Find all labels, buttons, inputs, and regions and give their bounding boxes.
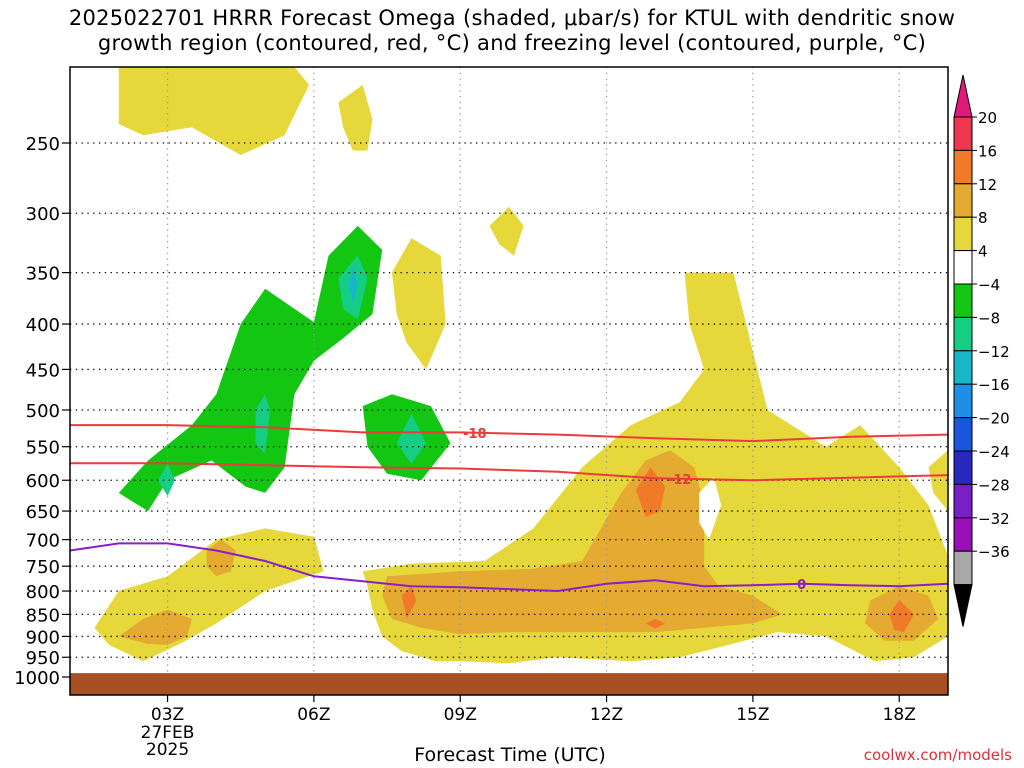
y-tick-label-300: 300	[26, 204, 60, 225]
omega-region-9	[206, 539, 236, 577]
y-tick-label-850: 850	[26, 605, 60, 626]
y-tick-label-350: 350	[26, 264, 60, 285]
x-tick-label-06Z: 06Z	[297, 705, 330, 725]
y-tick-label-900: 900	[26, 627, 60, 648]
colorbar-swatch-10	[953, 450, 973, 485]
y-tick-label-250: 250	[26, 134, 60, 155]
colorbar-swatch-9	[953, 417, 973, 452]
colorbar-swatch-3	[953, 216, 973, 252]
colorbar-swatch-2	[953, 183, 973, 218]
omega-region-21	[157, 463, 175, 496]
omega-region-6	[118, 67, 309, 156]
colorbar-swatch-4	[953, 250, 973, 285]
ground-surface	[70, 673, 948, 695]
colorbar-label-7: −12	[978, 343, 1010, 361]
colorbar-label-10: −24	[978, 443, 1010, 461]
x-tick-label-15Z: 15Z	[736, 705, 769, 725]
omega-shading-layer	[94, 67, 948, 664]
colorbar-legend: 20 16 12 8 4 −4 −8 −12 −16 −20 −24 −28 −32 −36	[953, 74, 1010, 627]
omega-region-0	[94, 528, 324, 662]
x-tick-label-09Z: 09Z	[444, 705, 477, 725]
dgz-contour-1-label: -12	[668, 473, 692, 488]
ground-layer	[70, 673, 948, 695]
chart-title-line-1: 2025022701 HRRR Forecast Omega (shaded, …	[68, 6, 956, 30]
omega-region-13	[645, 618, 666, 629]
freezing-level-contour-label: 0	[797, 578, 806, 593]
y-tick-label-450: 450	[26, 360, 60, 381]
omega-region-16	[118, 225, 383, 512]
colorbar-swatch-12	[953, 517, 973, 552]
freezing-level-contour	[69, 542, 949, 593]
y-tick-label-600: 600	[26, 471, 60, 492]
x-tick-label-18Z: 18Z	[883, 705, 916, 725]
colorbar-swatch-8	[953, 383, 973, 419]
x-tick-label-03Z: 03Z	[151, 705, 184, 725]
colorbar-label-6: −8	[978, 309, 1000, 327]
colorbar-swatch-5	[953, 283, 973, 318]
colorbar-label-1: 16	[978, 142, 997, 160]
x-date-label-1: 2025	[146, 740, 189, 760]
colorbar-bottom-arrow	[953, 584, 973, 627]
omega-region-4	[338, 84, 373, 151]
colorbar-label-9: −20	[978, 410, 1010, 428]
x-date-label-0: 27FEB	[141, 723, 195, 743]
dgz-contour-1	[70, 462, 949, 482]
y-axis: 2503003504004505005506006507007508008509…	[14, 134, 70, 689]
colorbar-swatch-0	[953, 116, 973, 151]
omega-region-3	[391, 238, 446, 370]
omega-region-8	[118, 609, 192, 645]
colorbar-label-8: −16	[978, 376, 1010, 394]
y-tick-label-500: 500	[26, 401, 60, 422]
omega-region-19	[255, 394, 270, 454]
colorbar-swatch-6	[953, 316, 973, 352]
omega-region-5	[489, 206, 524, 256]
y-tick-label-700: 700	[26, 531, 60, 552]
omega-region-2	[928, 450, 948, 512]
y-tick-label-950: 950	[26, 648, 60, 669]
colorbar-top-arrow	[953, 74, 973, 118]
colorbar-swatch-7	[953, 350, 973, 385]
colorbar-label-2: 12	[978, 176, 997, 194]
colorbar-label-0: 20	[978, 109, 997, 127]
colorbar-swatch-1	[953, 149, 973, 185]
colorbar-label-5: −4	[978, 276, 1000, 294]
y-tick-label-400: 400	[26, 315, 60, 336]
dgz-contour-0	[70, 424, 949, 443]
colorbar-label-12: −32	[978, 510, 1010, 528]
colorbar-label-4: 4	[978, 243, 988, 261]
plot-border	[69, 66, 949, 696]
colorbar-label-13: −36	[978, 543, 1010, 561]
dgz-contour-0-label: -18	[463, 427, 487, 442]
colorbar-label-3: 8	[978, 209, 988, 227]
omega-region-20	[396, 413, 427, 464]
y-tick-label-550: 550	[26, 438, 60, 459]
source-credit: coolwx.com/models	[863, 746, 1012, 764]
y-tick-label-1000: 1000	[14, 668, 60, 689]
x-tick-label-12Z: 12Z	[590, 705, 623, 725]
omega-region-22	[348, 267, 358, 305]
y-tick-label-800: 800	[26, 582, 60, 603]
omega-region-11	[635, 467, 666, 517]
chart-title-line-2: growth region (contoured, red, °C) and f…	[97, 31, 927, 55]
colorbar-swatch-13	[953, 550, 973, 586]
y-tick-label-750: 750	[26, 557, 60, 578]
contour-layer: -18 -12 0	[69, 424, 949, 593]
x-axis-title: Forecast Time (UTC)	[414, 744, 606, 766]
colorbar-label-11: −28	[978, 476, 1010, 494]
omega-region-15	[699, 477, 722, 540]
y-tick-label-650: 650	[26, 502, 60, 523]
omega-region-12	[401, 586, 417, 619]
omega-region-14	[889, 599, 914, 633]
colorbar-swatch-11	[953, 483, 973, 519]
plot-frame	[69, 66, 949, 696]
